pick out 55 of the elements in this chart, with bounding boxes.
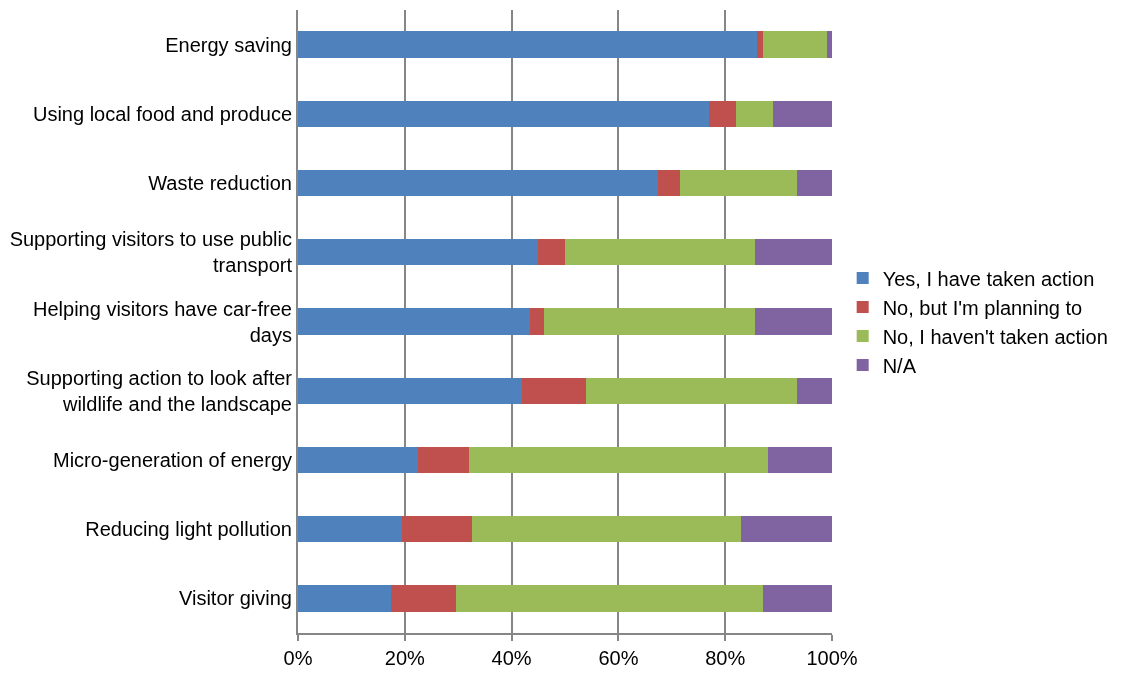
bar [679,169,798,197]
legend-label: No, but I'm planning to [882,296,1083,319]
bar [298,31,758,58]
legend-label: N/A [882,354,917,377]
bar [741,516,832,543]
bar [298,308,531,335]
y-tick-label: Supporting action to look after wildlife and the landscape [26,366,293,415]
y-tick-label: Using local food and produce [32,102,292,125]
bar [402,516,472,543]
bar [773,100,832,127]
bar [298,446,419,474]
bar [298,377,523,404]
bar [418,446,469,474]
legend-label: Yes, I have taken action [882,267,1095,290]
bar [762,585,832,612]
bar [543,308,755,335]
bar [298,100,710,127]
y-tick-label: Reducing light pollution [85,518,292,541]
bar [522,377,587,404]
bar [757,31,763,58]
y-tick-label: Micro-generation of energy [52,448,292,471]
x-tick-label: 40% [491,647,532,669]
bar [735,100,774,127]
bar [455,585,763,612]
bar [530,308,544,335]
bar [797,377,832,404]
x-tick-label: 60% [598,647,639,669]
bar [797,169,832,197]
y-tick-label: Helping visitors have car-free days [33,297,292,346]
bar [471,516,742,543]
bar [762,31,827,58]
bar [298,585,392,612]
y-tick-label: Waste reduction [148,172,292,195]
legend-label: No, I haven't taken action [882,325,1108,348]
bar [298,239,539,266]
bar [538,239,565,266]
bar [468,446,768,474]
y-tick-label: Visitor giving [178,587,292,610]
y-tick-label: Supporting visitors to use public transport [9,228,293,277]
bar [391,585,456,612]
bar [826,31,832,58]
y-tick-label: Energy saving [165,33,292,56]
bar [767,446,832,474]
bar [754,308,832,335]
bar [754,239,832,266]
x-tick-label: 0% [283,647,313,669]
bar [298,169,659,197]
x-tick-label: 20% [384,647,426,669]
bar [586,377,798,404]
bar [658,169,680,197]
bar [298,516,403,543]
bar [709,100,736,127]
x-tick-label: 80% [705,647,746,669]
bar [565,239,755,266]
x-tick-label: 100% [806,647,858,669]
